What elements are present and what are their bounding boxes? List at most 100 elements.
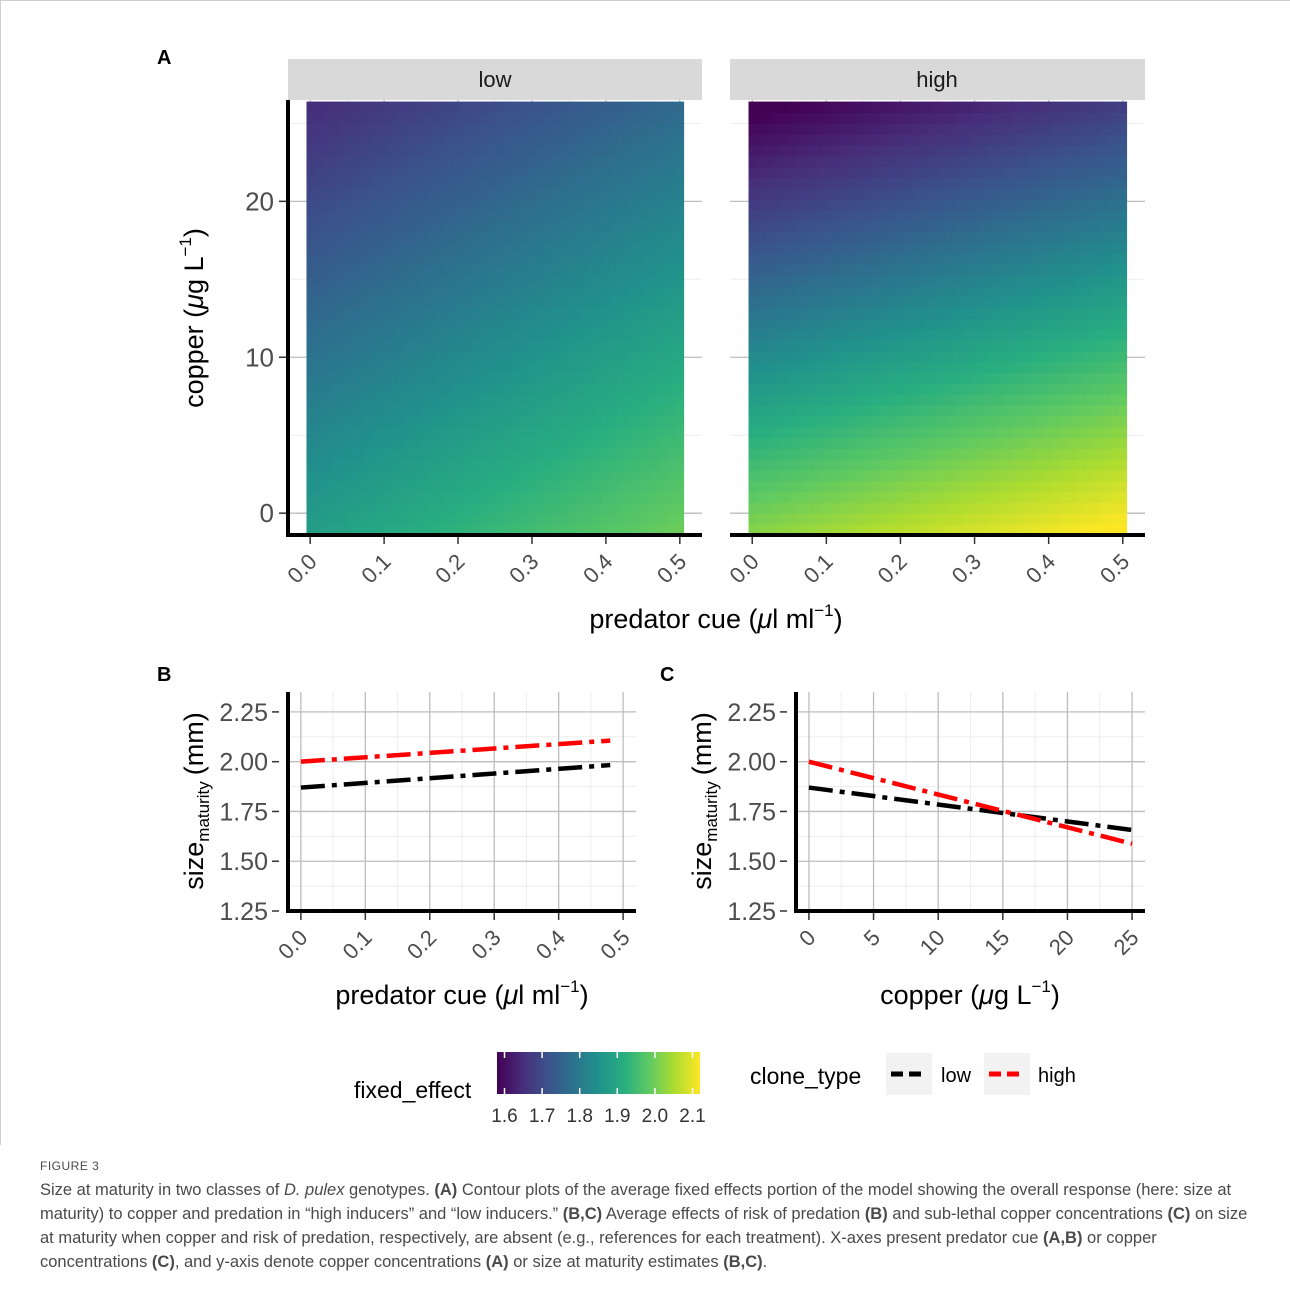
heatmap-tile (781, 199, 791, 211)
heatmap-tile (756, 383, 766, 395)
heatmap-tile (617, 231, 627, 244)
heatmap-tile (1085, 404, 1095, 417)
heatmap-tile (642, 166, 652, 179)
heatmap-tile (945, 502, 955, 514)
heatmap-tile (945, 491, 955, 504)
heatmap-tile (306, 502, 316, 514)
heatmap-tile (847, 296, 856, 309)
heatmap-tile (421, 199, 431, 211)
heatmap-tile (404, 437, 414, 449)
heatmap-tile (830, 285, 840, 298)
heatmap-tile (756, 491, 766, 504)
heatmap-tile (1101, 502, 1111, 514)
heatmap-tile (970, 123, 980, 135)
heatmap-tile (797, 264, 807, 276)
heatmap-tile (978, 513, 988, 525)
heatmap-tile (896, 220, 906, 233)
heatmap-tile (601, 231, 611, 244)
heatmap-tile (667, 372, 676, 384)
heatmap-tile (429, 339, 439, 352)
heatmap-tile (552, 134, 562, 146)
heatmap-tile (1036, 415, 1045, 428)
heatmap-tile (781, 502, 791, 514)
heatmap-tile (634, 199, 644, 211)
heatmap-tile (1077, 134, 1086, 146)
heatmap-tile (576, 361, 586, 374)
heatmap-tile (617, 264, 627, 276)
heatmap-tile (585, 296, 594, 309)
heatmap-tile (789, 166, 799, 179)
heatmap-tile (445, 383, 455, 395)
heatmap-tile (855, 415, 865, 428)
panel-c-y-axis-title: sizematurity(mm) (687, 712, 721, 889)
heatmap-tile (470, 415, 480, 428)
heatmap-tile (1027, 134, 1037, 146)
heatmap-tile (1101, 426, 1111, 439)
heatmap-tile (306, 253, 316, 265)
heatmap-tile (912, 415, 922, 428)
heatmap-tile (658, 394, 668, 406)
heatmap-tile (314, 383, 324, 395)
heatmap-tile (1044, 177, 1054, 189)
heatmap-tile (306, 264, 316, 276)
heatmap-tile (617, 296, 627, 309)
heatmap-tile (462, 426, 472, 439)
heatmap-tile (626, 361, 635, 374)
heatmap-tile (773, 177, 782, 189)
heatmap-tile (855, 166, 865, 179)
heatmap-tile (1052, 123, 1062, 135)
heatmap-tile (642, 394, 652, 406)
heatmap-tile (601, 448, 611, 460)
heatmap-tile (937, 177, 947, 189)
x-tick-label: 0.3 (947, 549, 986, 588)
heatmap-tile (912, 188, 922, 200)
heatmap-tile (986, 437, 996, 449)
heatmap-tile (756, 502, 766, 514)
heatmap-tile (1085, 426, 1095, 439)
heatmap-tile (486, 253, 496, 265)
heatmap-tile (1110, 274, 1119, 287)
heatmap-tile (748, 415, 758, 428)
heatmap-tile (953, 144, 963, 157)
heatmap-tile (1044, 426, 1054, 439)
heatmap-tile (929, 513, 939, 525)
heatmap-tile (1019, 177, 1029, 189)
facet-label-low: low (478, 67, 511, 92)
heatmap-tile (404, 209, 414, 222)
heatmap-tile (863, 307, 873, 319)
heatmap-tile (585, 502, 594, 514)
heatmap-tile (585, 144, 594, 157)
colorbar-tick-label: 1.6 (491, 1106, 517, 1127)
heatmap-tile (355, 264, 365, 276)
heatmap-tile (363, 339, 373, 352)
heatmap-tile (478, 112, 488, 124)
heatmap-tile (978, 383, 988, 395)
heatmap-tile (667, 502, 676, 514)
heatmap-tile (306, 415, 316, 428)
heatmap-tile (1093, 188, 1103, 200)
heatmap-tile (822, 209, 832, 222)
heatmap-tile (675, 469, 685, 482)
heatmap-tile (1019, 480, 1029, 493)
heatmap-tile (888, 112, 898, 124)
heatmap-tile (888, 372, 898, 384)
heatmap-tile (1052, 285, 1062, 298)
heatmap-tile (1003, 231, 1013, 244)
heatmap-tile (1011, 502, 1021, 514)
heatmap-tile (1060, 112, 1070, 124)
heatmap-tile (748, 220, 758, 233)
heatmap-tile (314, 144, 324, 157)
heatmap-tile (764, 274, 774, 287)
heatmap-tile (667, 242, 676, 254)
heatmap-tile (953, 318, 963, 330)
heatmap-tile (503, 513, 512, 525)
heatmap-tile (1011, 415, 1021, 428)
heatmap-tile (372, 123, 381, 135)
heatmap-tile (560, 469, 570, 482)
heatmap-tile (1019, 404, 1029, 417)
heatmap-tile (355, 134, 365, 146)
heatmap-tile (511, 426, 521, 439)
heatmap-tile (650, 524, 660, 535)
colorbar-title: fixed_effect (354, 1077, 472, 1103)
heatmap-tile (454, 188, 463, 200)
